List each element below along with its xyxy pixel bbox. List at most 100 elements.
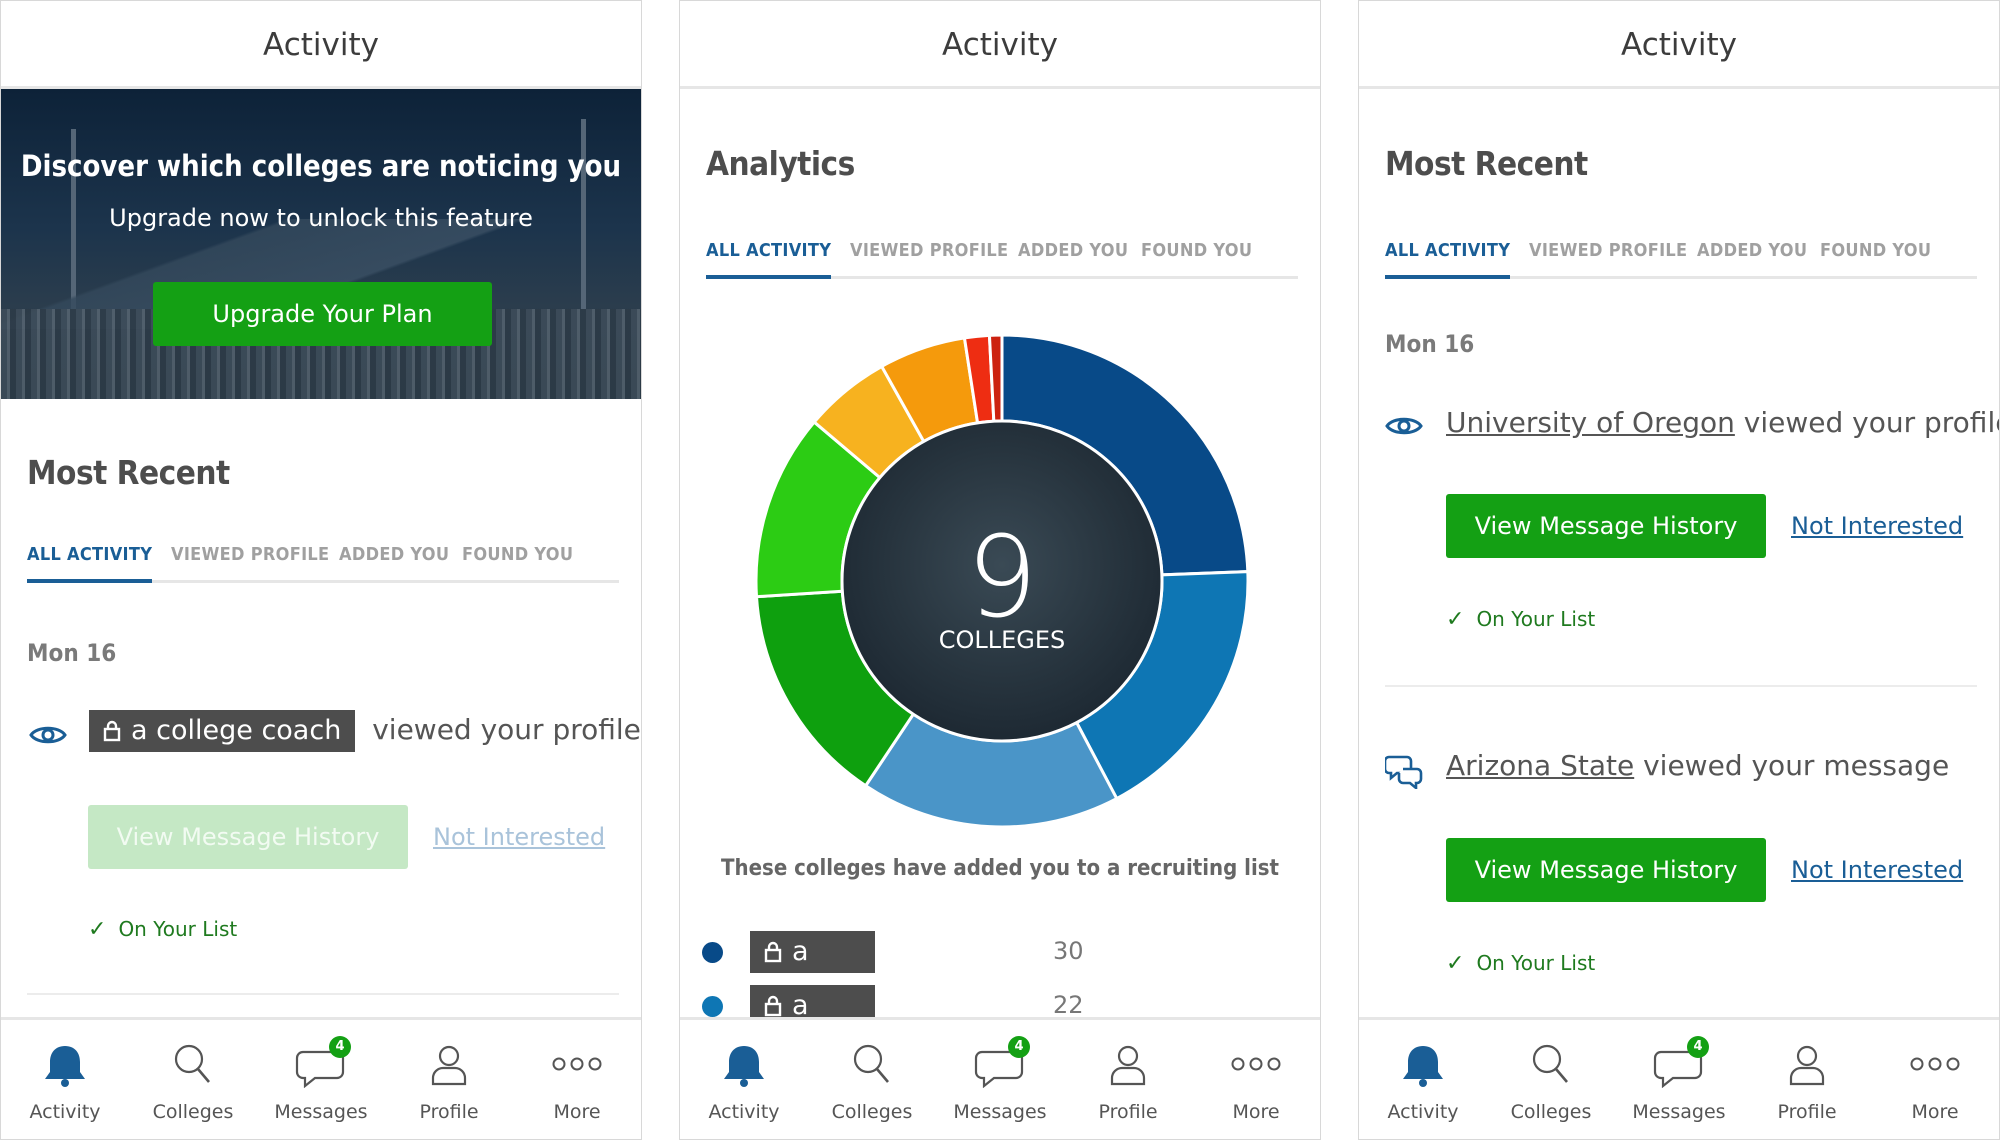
messages-badge: 4	[1687, 1036, 1709, 1058]
tab-found-you[interactable]: FOUND YOU	[462, 544, 574, 565]
upgrade-plan-button[interactable]: Upgrade Your Plan	[153, 282, 492, 346]
tab-viewed-profile[interactable]: VIEWED PROFILE	[1529, 240, 1688, 261]
tab-all-activity[interactable]: ALL ACTIVITY	[706, 229, 832, 279]
section-title: Analytics	[706, 144, 855, 183]
view-message-history-button[interactable]: View Message History	[88, 805, 408, 869]
tab-all-activity[interactable]: ALL ACTIVITY	[1385, 229, 1511, 279]
nav-label: Colleges	[831, 1101, 913, 1123]
more-icon	[552, 1057, 602, 1071]
analytics-tabs: ALL ACTIVITY VIEWED PROFILE ADDED YOU FO…	[706, 229, 1298, 279]
activity-item: Arizona State viewed your message	[1446, 749, 1949, 782]
nav-profile[interactable]: Profile	[385, 1020, 513, 1139]
tab-added-you[interactable]: ADDED YOU	[1018, 240, 1129, 261]
on-your-list-status: ✓ On Your List	[1446, 607, 1595, 632]
on-your-list-label: On Your List	[118, 917, 238, 941]
legend-dot	[702, 996, 723, 1017]
nav-label: Messages	[953, 1101, 1047, 1123]
bottom-nav: Activity Colleges 4 Messages Profile Mor…	[1359, 1017, 1999, 1139]
nav-messages[interactable]: 4 Messages	[257, 1020, 385, 1139]
tab-found-you[interactable]: FOUND YOU	[1141, 240, 1253, 261]
banner-title: Discover which colleges are noticing you	[20, 149, 622, 183]
on-your-list-label: On Your List	[1476, 951, 1596, 975]
nav-label: More	[553, 1101, 601, 1123]
nav-colleges[interactable]: Colleges	[808, 1020, 936, 1139]
locked-college-label: a college coach	[131, 715, 342, 746]
activity-item: University of Oregon viewed your profile	[1446, 406, 2000, 439]
search-icon	[1532, 1044, 1568, 1083]
bell-icon	[1403, 1046, 1443, 1087]
user-icon	[431, 1045, 467, 1086]
view-message-history-button[interactable]: View Message History	[1446, 838, 1766, 902]
donut-chart: 9 COLLEGES	[752, 331, 1252, 831]
user-icon	[1789, 1045, 1825, 1086]
tab-viewed-profile[interactable]: VIEWED PROFILE	[850, 240, 1009, 261]
page-title: Activity	[1359, 1, 1999, 89]
bell-icon	[724, 1046, 764, 1087]
nav-label: Messages	[274, 1101, 368, 1123]
tab-all-activity[interactable]: ALL ACTIVITY	[27, 533, 153, 583]
nav-colleges[interactable]: Colleges	[1487, 1020, 1615, 1139]
screen-analytics: Activity Analytics ALL ACTIVITY VIEWED P…	[679, 0, 1321, 1140]
bottom-nav: Activity Colleges 4 Messages Profile Mor…	[1, 1017, 641, 1139]
page-title: Activity	[680, 1, 1320, 89]
nav-more[interactable]: More	[1871, 1020, 1999, 1139]
more-icon	[1910, 1057, 1960, 1071]
activity-text: viewed your profile	[1743, 406, 2000, 439]
bottom-nav: Activity Colleges 4 Messages Profile Mor…	[680, 1017, 1320, 1139]
nav-label: Activity	[1387, 1101, 1459, 1123]
view-message-history-button[interactable]: View Message History	[1446, 494, 1766, 558]
user-icon	[1110, 1045, 1146, 1086]
divider	[1385, 685, 1977, 687]
bell-icon	[45, 1046, 85, 1087]
check-icon: ✓	[1446, 607, 1465, 632]
chat-icon	[1385, 755, 1423, 789]
nav-label: Profile	[1777, 1101, 1837, 1123]
nav-label: Messages	[1632, 1101, 1726, 1123]
lock-icon	[764, 995, 782, 1017]
tab-found-you[interactable]: FOUND YOU	[1820, 240, 1932, 261]
tab-viewed-profile[interactable]: VIEWED PROFILE	[171, 544, 330, 565]
activity-tabs: ALL ACTIVITY VIEWED PROFILE ADDED YOU FO…	[27, 533, 619, 583]
college-link[interactable]: Arizona State	[1446, 749, 1635, 782]
locked-college-pill[interactable]: a college coach	[750, 931, 875, 1051]
nav-label: Activity	[29, 1101, 101, 1123]
nav-profile[interactable]: Profile	[1743, 1020, 1871, 1139]
nav-activity[interactable]: Activity	[1359, 1020, 1487, 1139]
nav-colleges[interactable]: Colleges	[129, 1020, 257, 1139]
not-interested-link[interactable]: Not Interested	[1791, 512, 1964, 540]
section-title: Most Recent	[27, 453, 230, 492]
section-title: Most Recent	[1385, 144, 1588, 183]
not-interested-link[interactable]: Not Interested	[1791, 856, 1964, 884]
activity-date: Mon 16	[27, 639, 117, 667]
donut-svg: 9 COLLEGES	[754, 333, 1250, 829]
activity-date: Mon 16	[1385, 330, 1475, 358]
locked-college-pill[interactable]: a college coach	[89, 710, 356, 752]
nav-label: Profile	[1098, 1101, 1158, 1123]
college-link[interactable]: University of Oregon	[1446, 406, 1735, 439]
nav-label: Colleges	[152, 1101, 234, 1123]
not-interested-link[interactable]: Not Interested	[433, 823, 606, 851]
activity-tabs: ALL ACTIVITY VIEWED PROFILE ADDED YOU FO…	[1385, 229, 1977, 279]
nav-messages[interactable]: 4 Messages	[1615, 1020, 1743, 1139]
chat-icon	[974, 1050, 1024, 1088]
tab-added-you[interactable]: ADDED YOU	[1697, 240, 1808, 261]
donut-center	[840, 419, 1164, 743]
eye-icon	[1385, 417, 1423, 435]
upgrade-banner: Discover which colleges are noticing you…	[1, 89, 641, 399]
banner-subtitle: Upgrade now to unlock this feature	[109, 204, 533, 232]
nav-more[interactable]: More	[513, 1020, 641, 1139]
more-icon	[1231, 1057, 1281, 1071]
chat-icon	[1653, 1050, 1703, 1088]
nav-activity[interactable]: Activity	[1, 1020, 129, 1139]
tab-added-you[interactable]: ADDED YOU	[339, 544, 450, 565]
nav-label: More	[1911, 1101, 1959, 1123]
nav-more[interactable]: More	[1192, 1020, 1320, 1139]
search-icon	[853, 1044, 889, 1083]
nav-activity[interactable]: Activity	[680, 1020, 808, 1139]
nav-profile[interactable]: Profile	[1064, 1020, 1192, 1139]
check-icon: ✓	[88, 917, 107, 942]
colleges-count: 9	[966, 513, 1037, 643]
messages-badge: 4	[329, 1036, 351, 1058]
nav-messages[interactable]: 4 Messages	[936, 1020, 1064, 1139]
check-icon: ✓	[1446, 951, 1465, 976]
